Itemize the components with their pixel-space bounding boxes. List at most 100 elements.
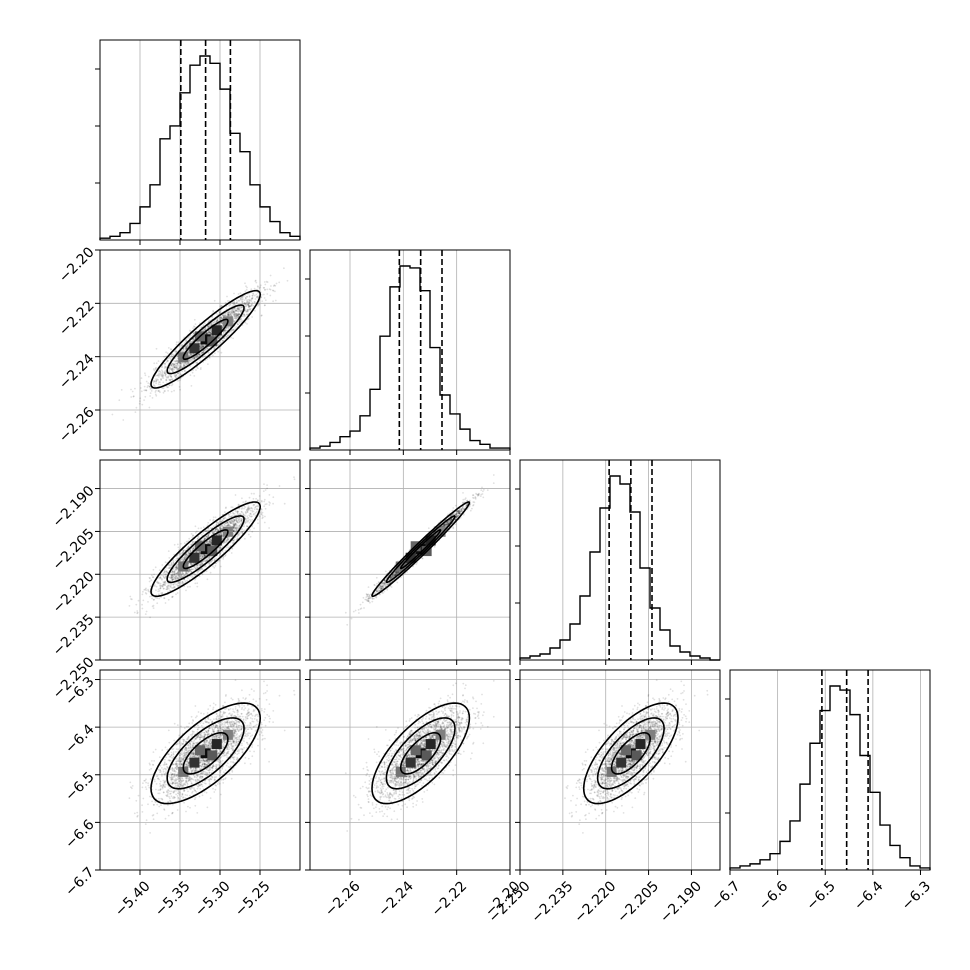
sample-point (235, 316, 238, 318)
sample-point (263, 500, 266, 503)
sample-point (166, 585, 169, 588)
sample-point (159, 383, 162, 386)
sample-point (228, 513, 230, 516)
sample-point (260, 511, 263, 513)
sample-point (209, 527, 212, 529)
sample-point (204, 348, 207, 351)
sample-point (149, 616, 152, 619)
sample-point (196, 537, 199, 540)
sample-point (138, 402, 141, 405)
sample-point (244, 315, 246, 317)
sample-point (199, 345, 201, 347)
sample-point (239, 297, 242, 300)
sample-point (239, 297, 242, 300)
sample-point (241, 518, 244, 520)
sample-point (172, 368, 175, 371)
sample-point (167, 576, 170, 579)
sample-point (160, 375, 163, 377)
sample-point (214, 529, 217, 531)
sample-point (196, 530, 198, 533)
sample-point (232, 313, 235, 316)
sample-point (247, 507, 250, 509)
sample-point (233, 528, 236, 531)
sample-point (199, 557, 202, 560)
sample-point (152, 368, 155, 370)
sample-point (196, 341, 198, 344)
sample-point (136, 611, 139, 614)
sample-point (227, 334, 230, 337)
sample-point (170, 364, 173, 367)
sample-point (201, 568, 204, 571)
sample-point (244, 521, 247, 524)
sample-point (244, 282, 246, 285)
sample-point (168, 370, 171, 372)
sample-point (163, 581, 166, 584)
sample-point (245, 310, 247, 313)
sample-point (166, 588, 168, 591)
sample-point (220, 525, 223, 528)
sample-point (218, 311, 221, 314)
sample-point (143, 389, 146, 392)
sample-point (167, 375, 170, 378)
sample-point (195, 341, 198, 344)
sample-point (208, 555, 211, 558)
sample-point (157, 379, 160, 381)
sample-point (201, 539, 204, 542)
sample-point (235, 299, 238, 302)
sample-point (236, 520, 239, 523)
sample-point (228, 312, 231, 314)
sample-point (223, 329, 226, 332)
sample-point (251, 302, 254, 304)
sample-point (166, 588, 169, 590)
sample-point (227, 314, 230, 316)
sample-point (252, 293, 255, 295)
sample-point (159, 576, 162, 579)
sample-point (173, 543, 176, 546)
sample-point (187, 344, 189, 347)
sample-point (175, 374, 178, 376)
sample-point (181, 576, 183, 578)
sample-point (184, 362, 187, 365)
sample-point (141, 593, 144, 596)
sample-point (247, 305, 250, 307)
sample-point (160, 374, 163, 376)
sample-point (197, 367, 199, 370)
sample-point (165, 361, 168, 364)
sample-point (208, 329, 211, 332)
sample-point (175, 557, 178, 560)
sample-point (227, 313, 230, 316)
sample-point (215, 522, 218, 525)
sample-point (226, 300, 229, 302)
sample-point (153, 573, 156, 576)
sample-point (130, 396, 133, 398)
sample-point (158, 593, 160, 595)
sample-point (226, 314, 229, 317)
sample-point (228, 311, 231, 314)
sample-point (246, 309, 249, 311)
sample-point (248, 496, 251, 499)
sample-point (253, 508, 256, 511)
sample-point (247, 304, 250, 307)
sample-point (238, 319, 241, 321)
sample-point (192, 338, 195, 341)
sample-point (231, 301, 234, 304)
sample-point (154, 380, 156, 383)
sample-point (199, 556, 201, 558)
sample-point (199, 563, 202, 566)
sample-point (198, 353, 200, 356)
sample-point (169, 379, 172, 381)
sample-point (202, 351, 205, 354)
sample-point (213, 525, 215, 528)
sample-point (223, 332, 225, 335)
sample-point (247, 516, 250, 519)
sample-point (202, 560, 205, 563)
sample-point (176, 369, 178, 371)
sample-point (164, 372, 166, 374)
sample-point (221, 325, 224, 328)
sample-point (190, 353, 193, 356)
sample-point (173, 553, 176, 556)
sample-point (179, 366, 182, 369)
sample-point (270, 285, 272, 287)
sample-point (224, 329, 227, 331)
sample-point (179, 388, 182, 391)
